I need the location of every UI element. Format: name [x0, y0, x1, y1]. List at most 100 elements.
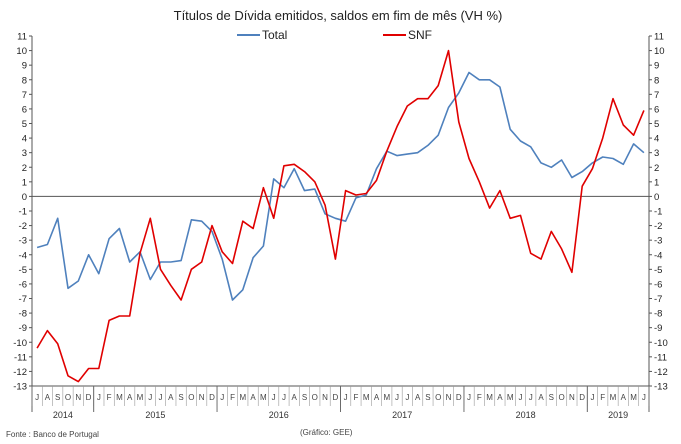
- y-tick-label-right: -9: [654, 323, 662, 334]
- y-tick-label-left: 1: [22, 177, 27, 188]
- y-tick-label-left: 9: [22, 61, 27, 72]
- y-tick-label-right: 8: [654, 75, 659, 86]
- y-tick-label-left: -1: [19, 207, 27, 218]
- x-tick-label: A: [374, 393, 380, 402]
- x-tick-label: M: [363, 393, 370, 402]
- y-tick-label-left: -13: [13, 382, 27, 393]
- x-tick-label: J: [148, 393, 152, 402]
- x-tick-label: F: [477, 393, 482, 402]
- x-tick-label: D: [456, 393, 462, 402]
- x-tick-label: J: [642, 393, 646, 402]
- y-tick-label-left: -4: [19, 250, 27, 261]
- series-line-snf: [36, 49, 645, 383]
- x-tick-label: A: [621, 393, 627, 402]
- x-tick-label: M: [116, 393, 123, 402]
- y-tick-label-right: -10: [654, 338, 668, 349]
- x-tick-label: F: [230, 393, 235, 402]
- x-tick-label: J: [272, 393, 276, 402]
- x-tick-label: J: [395, 393, 399, 402]
- x-tick-label: J: [282, 393, 286, 402]
- y-tick-label-right: -5: [654, 265, 662, 276]
- x-tick-label: J: [518, 393, 522, 402]
- y-tick-label-left: -9: [19, 323, 27, 334]
- x-tick-label: A: [292, 393, 298, 402]
- x-tick-label: O: [65, 393, 71, 402]
- x-tick-label: A: [168, 393, 174, 402]
- x-tick-label: S: [302, 393, 307, 402]
- y-tick-label-right: -3: [654, 236, 662, 247]
- x-tick-label: F: [107, 393, 112, 402]
- x-tick-label: D: [86, 393, 92, 402]
- x-tick-label: A: [250, 393, 256, 402]
- y-tick-label-right: -1: [654, 207, 662, 218]
- x-tick-label: M: [507, 393, 514, 402]
- x-tick-label: O: [558, 393, 564, 402]
- x-tick-label: M: [630, 393, 637, 402]
- year-label: 2019: [608, 410, 628, 420]
- y-tick-label-right: 5: [654, 119, 659, 130]
- y-tick-label-right: -12: [654, 367, 668, 378]
- x-tick-label: J: [220, 393, 224, 402]
- x-tick-label: M: [383, 393, 390, 402]
- year-label: 2017: [392, 410, 412, 420]
- y-tick-label-left: 11: [17, 32, 27, 43]
- y-tick-label-left: 4: [22, 134, 27, 145]
- x-tick-label: J: [405, 393, 409, 402]
- y-tick-label-left: 2: [22, 163, 27, 174]
- x-tick-label: D: [579, 393, 585, 402]
- x-tick-label: N: [569, 393, 575, 402]
- year-label: 2016: [269, 410, 289, 420]
- chart-title: Títulos de Dívida emitidos, saldos em fi…: [174, 8, 503, 23]
- y-tick-label-left: -7: [19, 294, 27, 305]
- x-tick-label: A: [497, 393, 503, 402]
- y-tick-label-right: -2: [654, 221, 662, 232]
- y-tick-label-left: 8: [22, 75, 27, 86]
- x-tick-label: D: [209, 393, 215, 402]
- x-tick-label: N: [322, 393, 328, 402]
- x-tick-label: J: [159, 393, 163, 402]
- y-tick-label-left: 10: [16, 46, 27, 57]
- y-tick-label-right: -6: [654, 279, 662, 290]
- y-tick-label-left: -2: [19, 221, 27, 232]
- x-tick-label: O: [435, 393, 441, 402]
- y-tick-label-right: 0: [654, 192, 659, 203]
- chart-credit: (Gráfico: GEE): [300, 428, 353, 437]
- x-tick-label: M: [239, 393, 246, 402]
- y-tick-label-right: 7: [654, 90, 659, 101]
- y-tick-label-left: 0: [22, 192, 27, 203]
- y-tick-label-left: -6: [19, 279, 27, 290]
- y-tick-label-right: -13: [654, 382, 668, 393]
- x-tick-label: S: [178, 393, 183, 402]
- x-tick-label: J: [344, 393, 348, 402]
- x-tick-label: J: [529, 393, 533, 402]
- x-tick-label: S: [425, 393, 430, 402]
- x-tick-label: A: [127, 393, 133, 402]
- y-tick-label-left: -5: [19, 265, 27, 276]
- axes: -13 -13-12 -12-11 -11-10 -10-9 -9-8 -8-7 -7-6 -6…: [13, 32, 668, 412]
- x-tick-label: J: [35, 393, 39, 402]
- y-tick-label-right: -11: [654, 352, 667, 363]
- y-tick-label-right: 11: [654, 32, 664, 43]
- x-tick-label: O: [312, 393, 318, 402]
- y-tick-label-left: 5: [22, 119, 27, 130]
- x-tick-label: M: [260, 393, 267, 402]
- x-tick-label: S: [55, 393, 60, 402]
- x-tick-label: J: [467, 393, 471, 402]
- y-tick-label-right: 9: [654, 61, 659, 72]
- year-label: 2014: [53, 410, 73, 420]
- y-tick-label-left: -3: [19, 236, 27, 247]
- legend-label-total: Total: [262, 28, 287, 42]
- y-tick-label-right: 1: [654, 177, 659, 188]
- y-tick-label-left: -8: [19, 309, 27, 320]
- y-tick-label-right: 4: [654, 134, 659, 145]
- x-tick-label: F: [600, 393, 605, 402]
- series-line-total: [36, 71, 645, 301]
- y-tick-label-right: 6: [654, 104, 659, 115]
- y-tick-label-right: -7: [654, 294, 662, 305]
- y-tick-label-left: 3: [22, 148, 27, 159]
- y-tick-label-left: 6: [22, 104, 27, 115]
- x-tick-label: A: [538, 393, 544, 402]
- y-tick-label-left: 7: [22, 90, 27, 101]
